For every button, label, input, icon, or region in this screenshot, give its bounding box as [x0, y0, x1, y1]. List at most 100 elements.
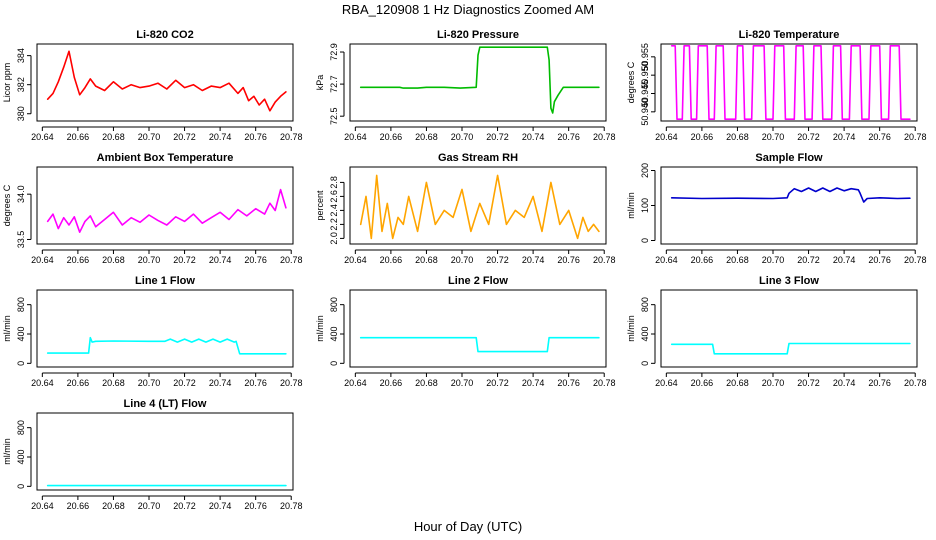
li820-co2-x-tick-label: 20.76: [244, 132, 267, 142]
ambient-box-temperature-series-line: [46, 188, 287, 233]
li820-temperature-x-tick-label: 20.64: [655, 132, 678, 142]
ambient-box-temperature-plot-frame: [36, 166, 294, 245]
li820-temperature-x-tick-label: 20.66: [691, 132, 714, 142]
ambient-box-temperature-x-tick-label: 20.76: [244, 255, 267, 265]
line-1-flow-x-tick-label: 20.70: [138, 378, 161, 388]
li820-co2-x-tick-label: 20.72: [173, 132, 196, 142]
li820-temperature-x-tick-label: 20.76: [868, 132, 891, 142]
li820-co2-x-tick-label: 20.74: [209, 132, 232, 142]
panel-ambient-box-temperature: Ambient Box Temperature 20.64 20.66 20.68 20…: [2, 152, 302, 265]
line-4-flow-y-tick-label: 400: [16, 449, 26, 464]
line-3-flow-x-tick-label: 20.70: [762, 378, 785, 388]
panel-line-1-flow: Line 1 Flow 20.64 20.66 20.68 20.70 20.72 20.7…: [2, 275, 302, 388]
sample-flow-plot-frame: [660, 166, 918, 245]
panel-gas-stream-rh: Gas Stream RH 20.64 20.66 20.68 20.70 20.72 20…: [315, 152, 615, 265]
sample-flow-x-tick-label: 20.68: [726, 255, 749, 265]
line-4-flow-y-axis-label: ml/min: [2, 438, 12, 465]
li820-temperature-series-line: [670, 44, 911, 120]
sample-flow-y-axis-label: ml/min: [626, 192, 636, 219]
li820-co2-y-tick-label: 382: [16, 77, 26, 92]
line-2-flow-x-tick-label: 20.76: [557, 378, 580, 388]
li820-pressure-x-tick-label: 20.76: [557, 132, 580, 142]
panel-line-3-flow: Line 3 Flow 20.64 20.66 20.68 20.70 20.72 20.7…: [626, 275, 926, 388]
li820-co2-y-axis-label: Licor ppm: [2, 63, 12, 103]
line-3-flow-x-tick-label: 20.74: [833, 378, 856, 388]
gas-stream-rh-x-tick-label: 20.72: [486, 255, 509, 265]
line-3-flow-y-tick-label: 0: [640, 361, 650, 366]
gas-stream-rh-y-tick-label: 2.2: [329, 218, 339, 231]
line-2-flow-x-tick-label: 20.78: [593, 378, 616, 388]
line-1-flow-x-tick-label: 20.72: [173, 378, 196, 388]
li820-pressure-x-tick-label: 20.70: [451, 132, 474, 142]
line-2-flow-x-tick-label: 20.64: [344, 378, 367, 388]
li820-temperature-title: Li-820 Temperature: [739, 29, 840, 41]
panel-li820-pressure: Li-820 Pressure 20.64 20.66 20.68 20.70 20.72…: [315, 29, 615, 142]
line-3-flow-series-line: [670, 342, 911, 355]
li820-co2-x-tick-label: 20.68: [102, 132, 125, 142]
li820-pressure-x-tick-label: 20.64: [344, 132, 367, 142]
panel-line-4-flow: Line 4 (LT) Flow 20.64 20.66 20.68 20.70 20.7…: [2, 398, 302, 511]
line-4-flow-x-tick-label: 20.68: [102, 501, 125, 511]
line-1-flow-y-tick-label: 0: [16, 361, 26, 366]
panel-line-2-flow: Line 2 Flow 20.64 20.66 20.68 20.70 20.72 20.7…: [315, 275, 615, 388]
gas-stream-rh-x-tick-label: 20.66: [380, 255, 403, 265]
ambient-box-temperature-x-tick-label: 20.78: [280, 255, 303, 265]
li820-pressure-x-tick-label: 20.68: [415, 132, 438, 142]
line-4-flow-y-tick-label: 800: [16, 420, 26, 435]
gas-stream-rh-y-tick-label: 2.4: [329, 204, 339, 217]
ambient-box-temperature-y-axis-label: degrees C: [2, 184, 12, 226]
line-2-flow-y-axis-label: ml/min: [315, 315, 325, 342]
sample-flow-x-tick-label: 20.66: [691, 255, 714, 265]
line-2-flow-y-tick-label: 0: [329, 361, 339, 366]
gas-stream-rh-plot-frame: [349, 166, 607, 245]
li820-co2-x-tick-label: 20.64: [31, 132, 54, 142]
li820-pressure-plot-frame: [349, 43, 607, 122]
line-2-flow-series-line: [359, 336, 600, 353]
line-4-flow-x-tick-label: 20.76: [244, 501, 267, 511]
gas-stream-rh-x-tick-label: 20.70: [451, 255, 474, 265]
line-2-flow-x-tick-label: 20.70: [451, 378, 474, 388]
line-4-flow-x-tick-label: 20.72: [173, 501, 196, 511]
li820-temperature-x-tick-label: 20.74: [833, 132, 856, 142]
gas-stream-rh-title: Gas Stream RH: [438, 152, 518, 164]
line-2-flow-title: Line 2 Flow: [448, 275, 508, 287]
gas-stream-rh-y-tick-label: 2.0: [329, 232, 339, 245]
sample-flow-x-tick-label: 20.74: [833, 255, 856, 265]
gas-stream-rh-y-tick-label: 2.8: [329, 176, 339, 189]
li820-co2-plot-frame: [36, 43, 294, 122]
line-1-flow-y-tick-label: 400: [16, 326, 26, 341]
gas-stream-rh-x-tick-label: 20.74: [522, 255, 545, 265]
gas-stream-rh-x-tick-label: 20.64: [344, 255, 367, 265]
line-1-flow-x-tick-label: 20.74: [209, 378, 232, 388]
sample-flow-series-line: [670, 187, 911, 203]
sample-flow-y-tick-label: 0: [640, 238, 650, 243]
line-3-flow-plot-frame: [660, 289, 918, 368]
line-3-flow-title: Line 3 Flow: [759, 275, 819, 287]
sample-flow-x-tick-label: 20.76: [868, 255, 891, 265]
panel-grid: Li-820 CO2 20.64 20.66 20.68 20.70 20.72 20.74…: [2, 29, 926, 511]
li820-pressure-x-tick-label: 20.74: [522, 132, 545, 142]
sample-flow-x-tick-label: 20.78: [904, 255, 927, 265]
line-1-flow-y-tick-label: 800: [16, 297, 26, 312]
ambient-box-temperature-x-tick-label: 20.66: [67, 255, 90, 265]
line-1-flow-series-line: [46, 336, 287, 355]
sample-flow-x-tick-label: 20.64: [655, 255, 678, 265]
ambient-box-temperature-x-tick-label: 20.68: [102, 255, 125, 265]
li820-pressure-series-line: [359, 46, 600, 114]
line-1-flow-x-tick-label: 20.76: [244, 378, 267, 388]
li820-pressure-y-tick-label: 72.7: [329, 75, 339, 93]
panel-sample-flow: Sample Flow 20.64 20.66 20.68 20.70 20.72 20.7…: [626, 152, 926, 265]
li820-co2-title: Li-820 CO2: [136, 29, 193, 41]
gas-stream-rh-y-tick-label: 2.6: [329, 190, 339, 203]
li820-pressure-x-tick-label: 20.72: [486, 132, 509, 142]
li820-temperature-y-axis-label: degrees C: [626, 61, 636, 103]
ambient-box-temperature-y-tick-label: 33.5: [16, 231, 26, 249]
ambient-box-temperature-title: Ambient Box Temperature: [97, 152, 234, 164]
sample-flow-y-tick-label: 100: [640, 198, 650, 213]
li820-co2-y-tick-label: 380: [16, 106, 26, 121]
line-3-flow-x-tick-label: 20.64: [655, 378, 678, 388]
line-2-flow-x-tick-label: 20.68: [415, 378, 438, 388]
line-3-flow-x-tick-label: 20.76: [868, 378, 891, 388]
gas-stream-rh-x-tick-label: 20.78: [593, 255, 616, 265]
